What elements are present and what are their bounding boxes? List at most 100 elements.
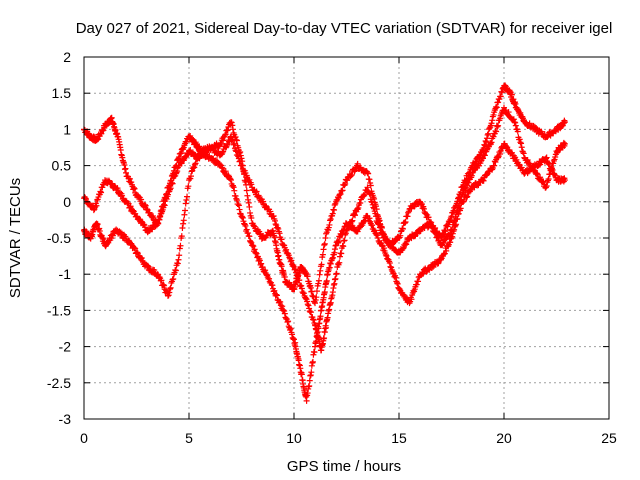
data-point [163,287,170,294]
data-point [336,253,343,260]
data-point [251,246,258,253]
x-tick-label: 25 [601,430,617,446]
y-tick-label: -2.5 [47,375,71,391]
data-point [298,285,305,292]
data-point [376,221,383,228]
data-point [232,193,239,200]
data-point [312,300,318,307]
data-point [230,141,237,148]
data-point [132,245,139,252]
data-point [492,127,499,134]
data-point [236,206,243,213]
data-point [492,159,499,166]
data-point [520,150,527,157]
data-point [317,267,324,274]
data-point [244,192,251,199]
data-point [452,203,459,210]
data-point [397,232,404,239]
data-point [228,177,234,184]
data-point [497,93,504,100]
data-point [483,171,490,178]
data-point [382,233,389,240]
data-point [247,238,254,245]
data-point [441,250,448,257]
data-point [241,221,248,228]
data-point [520,149,527,156]
data-point [420,270,427,277]
data-point [415,278,422,285]
data-point [197,146,204,153]
data-point [512,122,519,129]
data-point [372,210,379,217]
data-point [218,164,225,171]
data-point [172,267,179,274]
chart-title: Day 027 of 2021, Sidereal Day-to-day VTE… [76,20,613,37]
data-point [315,280,322,287]
data-point [239,162,246,169]
data-point [348,171,355,178]
data-point [167,185,174,192]
data-point [321,241,328,248]
data-point [222,132,229,139]
data-point [93,202,100,209]
data-point [276,230,283,237]
data-point [94,221,101,228]
data-point [279,303,286,310]
data-point [245,196,252,203]
data-point [348,218,355,225]
data-point [166,186,173,193]
data-point [488,120,495,127]
data-point [144,206,150,213]
data-point [369,222,376,229]
data-point [387,263,394,270]
data-point [311,349,318,356]
data-point [182,200,189,207]
data-point [267,208,274,215]
data-point [361,191,368,198]
data-point [138,255,145,262]
data-point [483,135,490,142]
data-point [325,224,332,231]
data-point [278,236,285,243]
data-point [493,128,500,135]
data-point [262,267,269,274]
data-point [457,196,464,203]
data-point [352,212,359,219]
data-point [446,232,453,239]
data-point [228,133,234,140]
data-point [180,217,187,224]
data-point [469,169,476,176]
data-point [179,224,186,231]
data-point [429,223,436,230]
data-point [383,253,390,260]
data-point [400,244,407,251]
data-point [401,219,408,226]
data-point [149,226,156,233]
data-point [134,213,141,220]
data-point [448,213,455,220]
data-point [271,217,278,224]
data-point [396,286,403,293]
data-point [283,246,290,253]
data-point [463,194,470,201]
y-tick-label: 0.5 [52,158,72,174]
data-point [331,202,338,209]
data-point [303,397,310,404]
data-point [218,141,225,148]
data-point [142,224,149,231]
data-point [249,242,256,249]
data-point [316,271,323,278]
data-point [245,230,252,237]
data-point [222,144,229,151]
data-point [235,202,242,209]
data-point [543,184,549,191]
data-point [432,229,439,236]
data-point [227,176,234,183]
data-point [229,122,236,129]
data-point [161,202,168,209]
data-point [376,224,383,231]
data-point [374,232,381,239]
data-point [284,319,291,326]
data-point [505,109,512,116]
y-tick-label: 1 [63,121,71,137]
